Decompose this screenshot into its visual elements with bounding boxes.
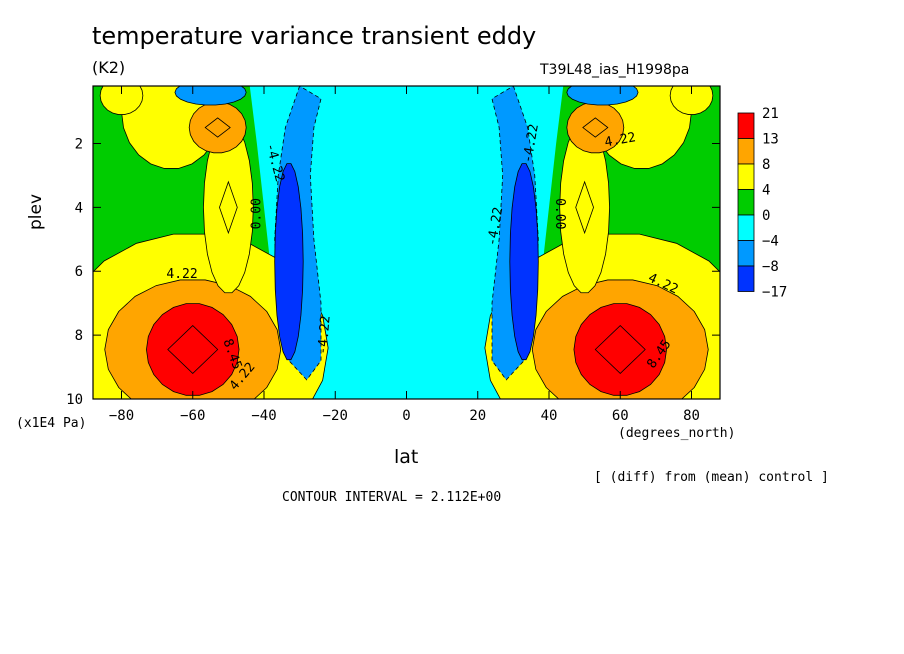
south-upper-orange [188, 101, 247, 154]
colorbar-swatch [737, 214, 755, 241]
x-tick-label: −40 [251, 408, 276, 424]
south-top-yellow [99, 86, 144, 115]
south-upper-inner [204, 117, 231, 138]
contour-interval: CONTOUR INTERVAL = 2.112E+00 [282, 490, 502, 505]
north-upper-orange [566, 101, 625, 154]
x-axis-label: lat [394, 446, 419, 468]
contour-label: -4.22 [315, 315, 333, 355]
chart-title: temperature variance transient eddy [92, 22, 537, 50]
colorbar-swatch [737, 265, 755, 292]
south-mid-inner [219, 180, 238, 235]
contour-label: 4.22 [166, 267, 197, 282]
y-tick-label: 6 [75, 264, 83, 280]
footer-note: [ (diff) from (mean) control ] [594, 470, 829, 485]
colorbar-label: 4 [762, 183, 770, 199]
run-label: T39L48_ias_H1998pa [540, 62, 690, 78]
colorbar-label: −17 [762, 285, 787, 301]
contour-label: 0.00 [249, 198, 264, 229]
north-top-yellow [669, 86, 714, 115]
colorbar-swatch [737, 240, 755, 267]
y-tick-label: 8 [75, 328, 83, 344]
colorbar-label: −4 [762, 234, 779, 250]
south-lower-red [146, 303, 240, 396]
north-lower-inner [594, 324, 646, 375]
contour-label: -4.22 [485, 206, 507, 247]
south-top-neg [174, 86, 247, 106]
colorbar-label: 0 [762, 208, 770, 224]
y-tick-label: 2 [75, 136, 83, 152]
north-top-neg [566, 86, 639, 106]
colorbar-label: 8 [762, 157, 770, 173]
colorbar-label: −8 [762, 259, 779, 275]
x-tick-label: 40 [541, 408, 558, 424]
north-lower-red [573, 303, 667, 396]
x-tick-label: 60 [612, 408, 629, 424]
colorbar-swatch [737, 163, 755, 190]
y-axis-units: (x1E4 Pa) [16, 416, 87, 431]
contour-label: 0.00 [552, 198, 567, 229]
contour-label: 4.22 [604, 130, 637, 150]
north-upper-inner [582, 117, 609, 138]
chart-units: (K2) [92, 58, 126, 77]
north-neg-core [509, 163, 539, 361]
x-tick-label: 0 [402, 408, 410, 424]
x-tick-label: 80 [683, 408, 700, 424]
colorbar-label: 21 [762, 106, 779, 122]
x-tick-label: −20 [323, 408, 348, 424]
south-neg-core [274, 163, 304, 361]
band-neg4-0 [249, 86, 564, 399]
south-lower-inner [167, 324, 219, 375]
x-tick-label: −80 [109, 408, 134, 424]
colorbar-label: 13 [762, 132, 779, 148]
contour-label: -4.22 [520, 123, 542, 164]
x-axis-units: (degrees_north) [618, 426, 736, 441]
colorbar-swatch [737, 189, 755, 216]
x-tick-label: 20 [469, 408, 486, 424]
y-tick-label: 4 [75, 200, 83, 216]
x-tick-label: −60 [180, 408, 205, 424]
north-mid-inner [575, 180, 594, 235]
colorbar-swatch [737, 138, 755, 165]
y-tick-label: 10 [66, 392, 83, 408]
colorbar-swatch [737, 112, 755, 139]
